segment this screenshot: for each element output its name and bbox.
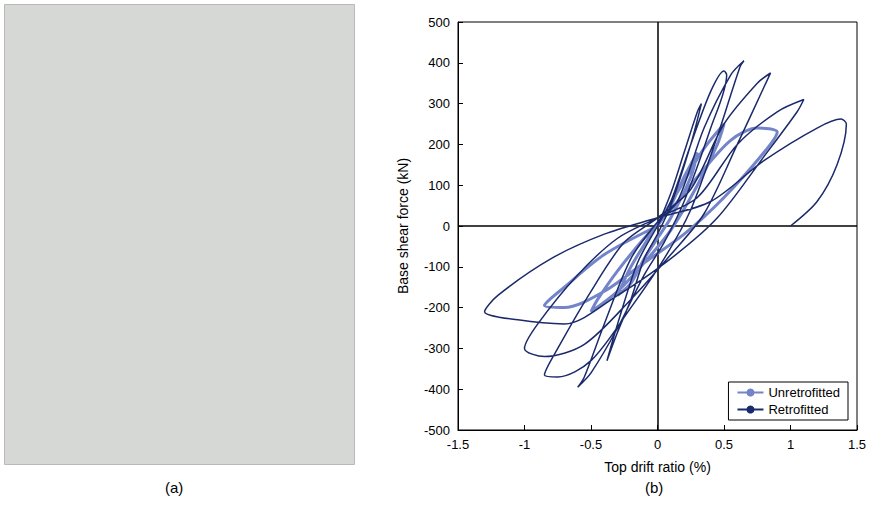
- svg-text:-200: -200: [424, 300, 450, 315]
- svg-text:0: 0: [443, 219, 450, 234]
- svg-text:500: 500: [428, 15, 450, 30]
- svg-text:(a): (a): [165, 479, 183, 496]
- svg-text:Top drift ratio (%): Top drift ratio (%): [604, 459, 711, 475]
- svg-text:-0.5: -0.5: [580, 437, 602, 452]
- svg-text:-300: -300: [424, 341, 450, 356]
- svg-text:(b): (b): [645, 479, 663, 496]
- svg-text:400: 400: [428, 55, 450, 70]
- svg-text:-500: -500: [424, 423, 450, 438]
- svg-text:300: 300: [428, 96, 450, 111]
- svg-text:1: 1: [787, 437, 794, 452]
- svg-text:Base shear force (kN): Base shear force (kN): [395, 158, 411, 294]
- svg-text:Unretrofitted: Unretrofitted: [768, 385, 840, 400]
- svg-text:100: 100: [428, 178, 450, 193]
- svg-text:-1: -1: [519, 437, 531, 452]
- svg-text:200: 200: [428, 137, 450, 152]
- svg-text:-400: -400: [424, 382, 450, 397]
- svg-text:-1.5: -1.5: [447, 437, 469, 452]
- svg-text:0.5: 0.5: [715, 437, 733, 452]
- svg-text:Retrofitted: Retrofitted: [768, 402, 828, 417]
- svg-text:1.5: 1.5: [848, 437, 866, 452]
- svg-text:0: 0: [654, 437, 661, 452]
- svg-text:-100: -100: [424, 259, 450, 274]
